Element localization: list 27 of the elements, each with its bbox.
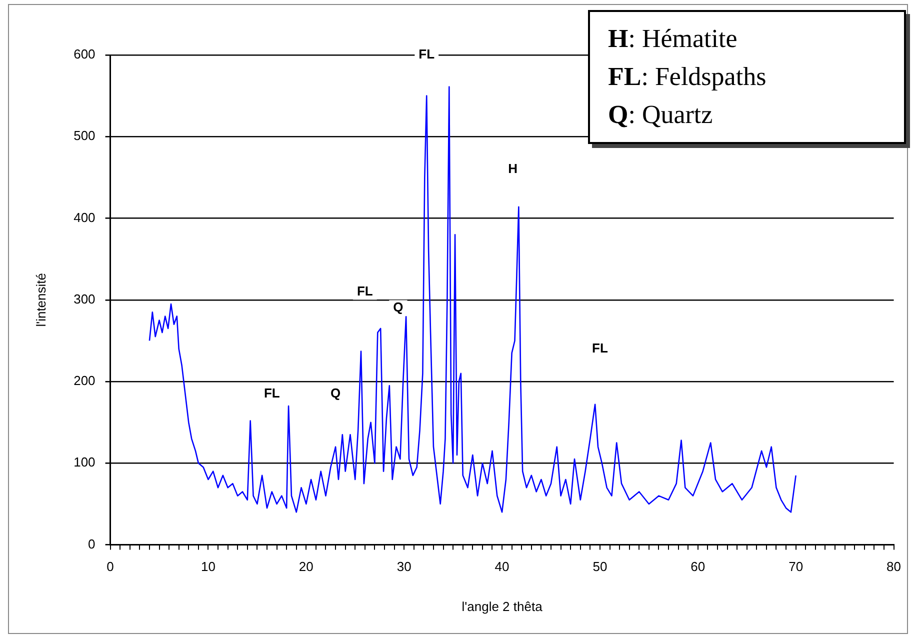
y-tick-label: 400 [74, 210, 96, 225]
y-tick-label: 600 [74, 46, 96, 62]
x-tick-label: 70 [788, 559, 804, 574]
y-tick-label: 100 [74, 454, 96, 470]
x-tick-label: 60 [690, 559, 706, 574]
annotation: FL [592, 340, 608, 356]
annotation: FL [418, 46, 435, 62]
annotation: FL [264, 385, 280, 400]
y-tick-label: 0 [88, 536, 96, 552]
annotation: Q [393, 300, 404, 315]
x-axis-title: l'angle 2 thêta [462, 598, 544, 614]
y-tick-label: 200 [74, 373, 96, 388]
annotation: Q: Quartz [608, 99, 714, 131]
x-tick-label: 0 [106, 559, 114, 574]
annotation: H [508, 160, 518, 176]
x-tick-label: 80 [886, 559, 902, 574]
annotation: FL: Feldspaths [608, 61, 768, 93]
annotation: Q [330, 385, 341, 400]
x-tick-label: 50 [592, 559, 608, 574]
y-tick-label: 500 [74, 128, 96, 144]
x-tick-label: 30 [396, 559, 412, 574]
y-axis-title: l'intensité [33, 273, 48, 327]
x-tick-label: 40 [494, 559, 510, 574]
annotation: FL [356, 283, 373, 298]
y-tick-label: 300 [74, 291, 96, 306]
x-tick-label: 20 [298, 559, 314, 574]
x-tick-label: 10 [200, 559, 216, 574]
